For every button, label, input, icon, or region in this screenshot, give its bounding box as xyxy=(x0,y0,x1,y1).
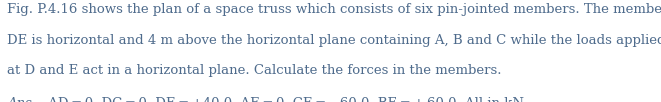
Text: at D and E act in a horizontal plane. Calculate the forces in the members.: at D and E act in a horizontal plane. Ca… xyxy=(7,64,501,77)
Text: AD = 0, DC = 0, DE = +40.0, AE = 0, CE = −60.0, BE = + 60.0. All in kN.: AD = 0, DC = 0, DE = +40.0, AE = 0, CE =… xyxy=(44,97,527,102)
Text: DE is horizontal and 4 m above the horizontal plane containing A, B and C while : DE is horizontal and 4 m above the horiz… xyxy=(7,34,661,47)
Text: Ans.: Ans. xyxy=(7,97,36,102)
Text: Fig. P.4.16 shows the plan of a space truss which consists of six pin-jointed me: Fig. P.4.16 shows the plan of a space tr… xyxy=(7,3,661,16)
